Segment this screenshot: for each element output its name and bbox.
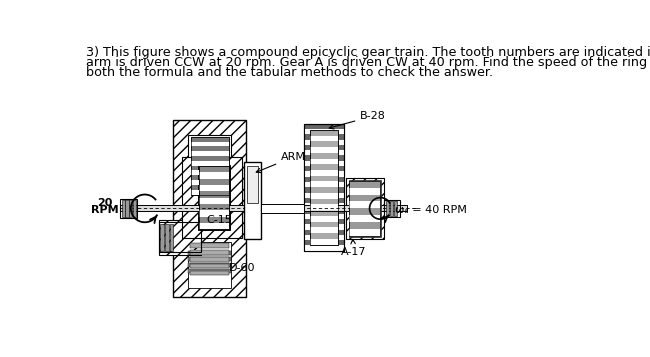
- Bar: [304, 140, 344, 145]
- Bar: [120, 205, 407, 211]
- Bar: [188, 263, 231, 267]
- Bar: [190, 161, 229, 166]
- Bar: [310, 205, 338, 210]
- Bar: [199, 198, 229, 204]
- Bar: [310, 227, 338, 233]
- Bar: [304, 124, 344, 251]
- Text: B-28: B-28: [330, 111, 386, 129]
- Bar: [190, 264, 229, 268]
- Bar: [199, 185, 229, 191]
- Bar: [350, 181, 380, 236]
- Bar: [304, 129, 344, 134]
- Bar: [182, 157, 242, 238]
- Bar: [190, 142, 229, 146]
- Bar: [199, 172, 229, 178]
- Bar: [190, 137, 229, 195]
- Bar: [310, 239, 338, 245]
- Bar: [304, 246, 344, 251]
- Bar: [386, 201, 389, 216]
- Bar: [304, 124, 344, 251]
- Bar: [310, 181, 338, 187]
- Bar: [190, 137, 229, 195]
- Bar: [350, 229, 380, 236]
- Bar: [159, 220, 202, 255]
- Bar: [384, 200, 400, 217]
- Bar: [304, 161, 344, 166]
- Bar: [304, 182, 344, 187]
- Bar: [304, 150, 344, 155]
- Bar: [199, 166, 229, 229]
- Bar: [310, 216, 338, 222]
- Bar: [190, 180, 229, 185]
- Bar: [247, 166, 258, 203]
- Bar: [159, 222, 202, 252]
- Bar: [244, 162, 261, 239]
- Text: ARM: ARM: [256, 152, 306, 172]
- Bar: [304, 203, 344, 208]
- Bar: [350, 181, 380, 236]
- Bar: [390, 201, 393, 216]
- Bar: [304, 192, 344, 198]
- Bar: [350, 187, 380, 195]
- Bar: [165, 224, 169, 251]
- Bar: [173, 120, 246, 297]
- Bar: [310, 193, 338, 199]
- Text: RPM: RPM: [91, 205, 118, 215]
- Bar: [190, 190, 229, 195]
- Bar: [310, 159, 338, 164]
- Text: 20: 20: [97, 198, 112, 208]
- Bar: [350, 201, 380, 208]
- Bar: [133, 200, 136, 217]
- Bar: [120, 199, 137, 218]
- Text: arm is driven CCW at 20 rpm. Gear A is driven CW at 40 rpm. Find the speed of th: arm is driven CCW at 20 rpm. Gear A is d…: [86, 56, 650, 69]
- Bar: [304, 235, 344, 240]
- Bar: [188, 257, 231, 261]
- Text: both the formula and the tabular methods to check the answer.: both the formula and the tabular methods…: [86, 66, 493, 79]
- Text: D-60: D-60: [229, 263, 255, 273]
- Bar: [190, 271, 229, 275]
- Text: A-17: A-17: [341, 239, 367, 257]
- Bar: [348, 180, 381, 237]
- Bar: [310, 147, 338, 153]
- Bar: [188, 251, 231, 255]
- Bar: [188, 269, 231, 273]
- Bar: [161, 224, 164, 251]
- Bar: [393, 201, 396, 216]
- Bar: [304, 224, 344, 230]
- Bar: [188, 135, 231, 197]
- Bar: [188, 241, 231, 288]
- Bar: [125, 200, 129, 217]
- Bar: [190, 243, 229, 248]
- Bar: [346, 177, 384, 239]
- Bar: [304, 171, 344, 177]
- Bar: [199, 223, 229, 229]
- Bar: [261, 204, 304, 213]
- Bar: [190, 151, 229, 156]
- Bar: [310, 136, 338, 141]
- Bar: [122, 200, 125, 217]
- Bar: [199, 210, 229, 217]
- Bar: [310, 130, 338, 245]
- Bar: [129, 200, 133, 217]
- Bar: [190, 257, 229, 262]
- Bar: [310, 170, 338, 176]
- Bar: [350, 215, 380, 222]
- Text: C-15: C-15: [206, 215, 232, 225]
- Bar: [190, 171, 229, 175]
- Bar: [199, 166, 229, 229]
- Bar: [170, 224, 174, 251]
- Text: ωₐ = 40 RPM: ωₐ = 40 RPM: [395, 205, 467, 215]
- Bar: [304, 214, 344, 219]
- Bar: [198, 165, 230, 230]
- Bar: [190, 250, 229, 255]
- Bar: [310, 130, 338, 245]
- Text: 3) This figure shows a compound epicyclic gear train. The tooth numbers are indi: 3) This figure shows a compound epicycli…: [86, 46, 650, 59]
